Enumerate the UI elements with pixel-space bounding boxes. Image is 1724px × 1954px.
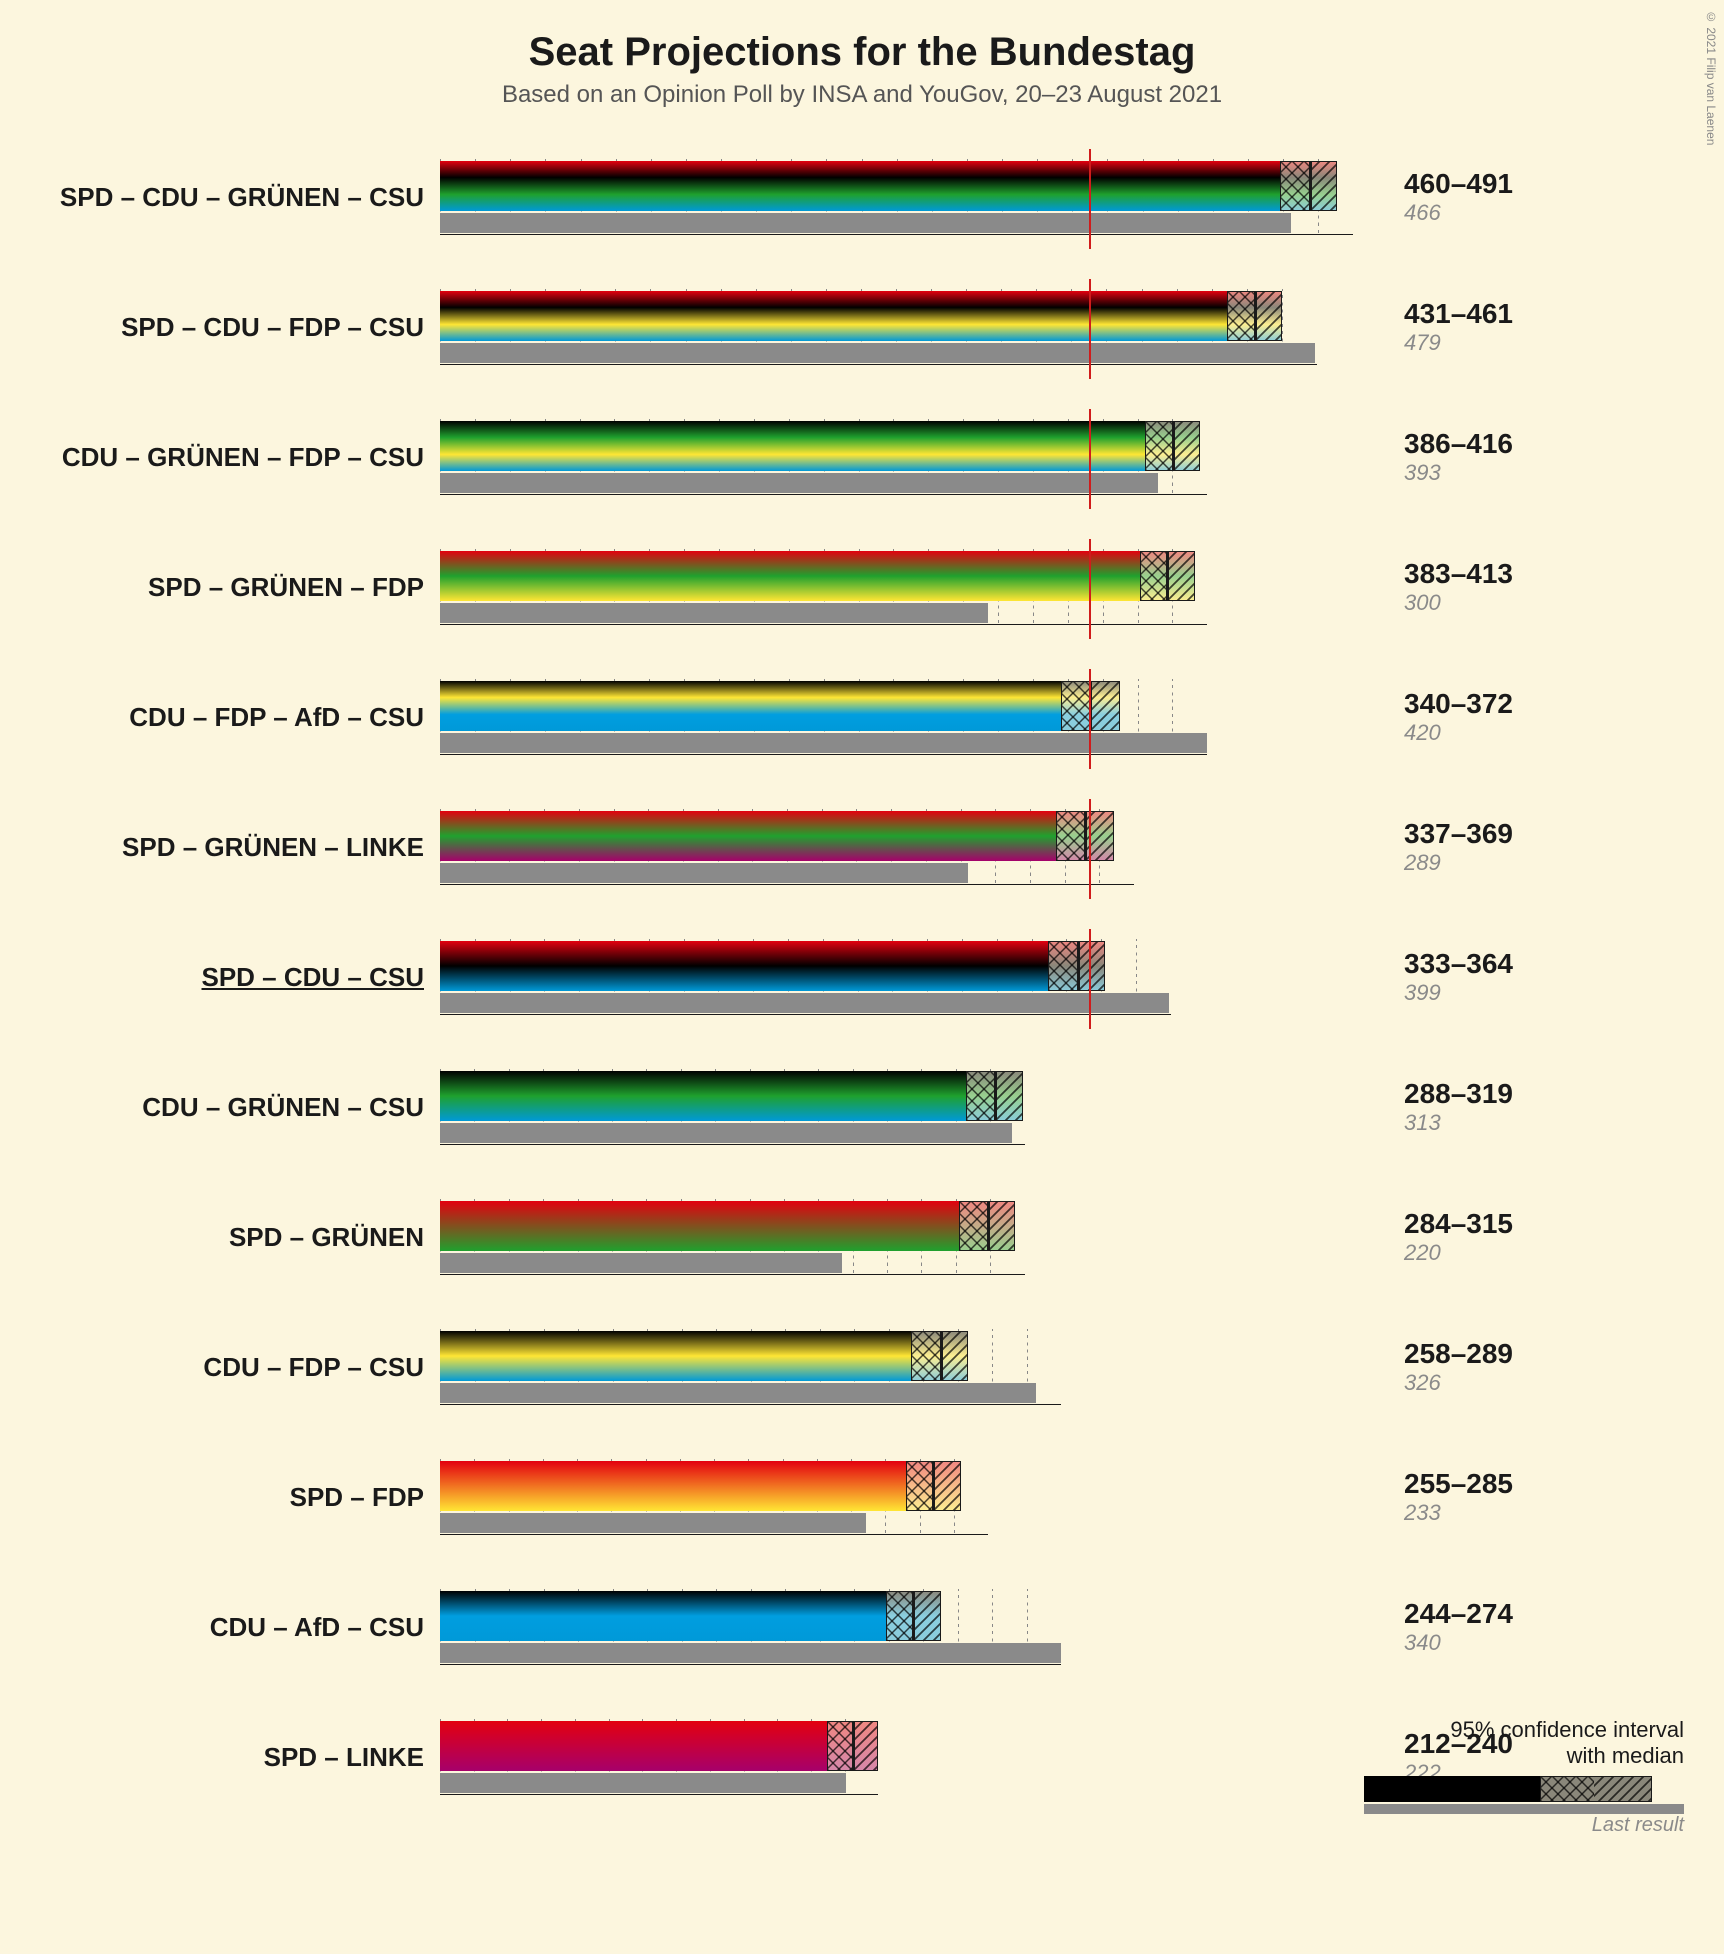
ci-range: 288–319 [1404,1079,1684,1110]
coalition-row: SPD – CDU – GRÜNEN – CSU 460–491466 [40,137,1684,257]
coalition-label: SPD – CDU – CSU [40,962,440,993]
majority-threshold-line [1089,669,1091,769]
prev-result-bar [440,1123,1012,1143]
ci-range: 340–372 [1404,689,1684,720]
prev-result-value: 313 [1404,1111,1684,1135]
bar-cell [440,397,1390,517]
ci-range: 337–369 [1404,819,1684,850]
prev-result-value: 220 [1404,1241,1684,1265]
legend-bar-sample [1364,1776,1684,1810]
ci-range: 244–274 [1404,1599,1684,1630]
ci-range: 255–285 [1404,1469,1684,1500]
coalition-row: CDU – FDP – AfD – CSU 340–372420 [40,657,1684,777]
chart-title: Seat Projections for the Bundestag [40,30,1684,75]
coalition-label: CDU – FDP – CSU [40,1352,440,1383]
ci-range: 258–289 [1404,1339,1684,1370]
coalition-label: CDU – AfD – CSU [40,1612,440,1643]
majority-threshold-line [1089,799,1091,899]
prev-result-bar [440,863,968,883]
majority-threshold-line [1089,539,1091,639]
bar-cell [440,1567,1390,1687]
majority-threshold-line [1089,929,1091,1029]
coalition-label: SPD – CDU – GRÜNEN – CSU [40,182,440,213]
prev-result-value: 300 [1404,591,1684,615]
prev-result-bar [440,1513,866,1533]
coalition-label: CDU – GRÜNEN – CSU [40,1092,440,1123]
chart-subtitle: Based on an Opinion Poll by INSA and You… [40,81,1684,109]
prev-result-bar [440,473,1158,493]
prev-result-value: 466 [1404,201,1684,225]
coalition-row: CDU – GRÜNEN – FDP – CSU 386–416393 [40,397,1684,517]
prev-result-bar [440,1773,846,1793]
coalition-row: SPD – CDU – CSU 333–364399 [40,917,1684,1037]
coalition-label: SPD – FDP [40,1482,440,1513]
coalition-label: SPD – GRÜNEN – FDP [40,572,440,603]
bar-cell [440,137,1390,257]
coalition-row: CDU – GRÜNEN – CSU 288–319313 [40,1047,1684,1167]
prev-result-value: 326 [1404,1371,1684,1395]
coalition-row: CDU – FDP – CSU 258–289326 [40,1307,1684,1427]
bar-cell [440,1307,1390,1427]
coalition-label: SPD – CDU – FDP – CSU [40,312,440,343]
majority-threshold-line [1089,149,1091,249]
prev-result-bar [440,213,1291,233]
prev-result-value: 233 [1404,1501,1684,1525]
bar-cell [440,787,1390,907]
majority-threshold-line [1089,279,1091,379]
coalition-label: CDU – FDP – AfD – CSU [40,702,440,733]
coalition-row: SPD – CDU – FDP – CSU 431–461479 [40,267,1684,387]
coalition-chart: SPD – CDU – GRÜNEN – CSU460–491466SPD – … [40,137,1684,1817]
bar-cell [440,917,1390,1037]
bar-cell [440,657,1390,777]
prev-result-bar [440,1253,842,1273]
ci-range: 386–416 [1404,429,1684,460]
coalition-label: SPD – GRÜNEN [40,1222,440,1253]
bar-cell [440,1437,1390,1557]
bar-cell [440,527,1390,647]
coalition-row: SPD – FDP 255–285233 [40,1437,1684,1557]
coalition-row: SPD – GRÜNEN 284–315220 [40,1177,1684,1297]
majority-threshold-line [1089,409,1091,509]
coalition-row: CDU – AfD – CSU 244–274340 [40,1567,1684,1687]
legend-title: 95% confidence interval with median [1344,1717,1684,1768]
ci-range: 333–364 [1404,949,1684,980]
legend: 95% confidence interval with median Last… [1344,1717,1684,1837]
prev-result-bar [440,1643,1061,1663]
prev-result-bar [440,343,1315,363]
prev-result-bar [440,603,988,623]
prev-result-value: 420 [1404,721,1684,745]
bar-cell [440,1697,1390,1817]
ci-range: 284–315 [1404,1209,1684,1240]
ci-range: 460–491 [1404,169,1684,200]
prev-result-value: 340 [1404,1631,1684,1655]
ci-range: 431–461 [1404,299,1684,330]
prev-result-value: 393 [1404,461,1684,485]
prev-result-value: 479 [1404,331,1684,355]
bar-cell [440,1047,1390,1167]
prev-result-bar [440,1383,1036,1403]
prev-result-bar [440,733,1207,753]
coalition-row: SPD – GRÜNEN – FDP 383–413300 [40,527,1684,647]
coalition-row: SPD – GRÜNEN – LINKE 337–369289 [40,787,1684,907]
ci-range: 383–413 [1404,559,1684,590]
coalition-label: CDU – GRÜNEN – FDP – CSU [40,442,440,473]
coalition-label: SPD – GRÜNEN – LINKE [40,832,440,863]
coalition-label: SPD – LINKE [40,1742,440,1773]
bar-cell [440,1177,1390,1297]
prev-result-value: 399 [1404,981,1684,1005]
prev-result-value: 289 [1404,851,1684,875]
prev-result-bar [440,993,1169,1013]
legend-last-result: Last result [1344,1814,1684,1837]
copyright: © 2021 Filip van Laenen [1704,10,1718,145]
bar-cell [440,267,1390,387]
